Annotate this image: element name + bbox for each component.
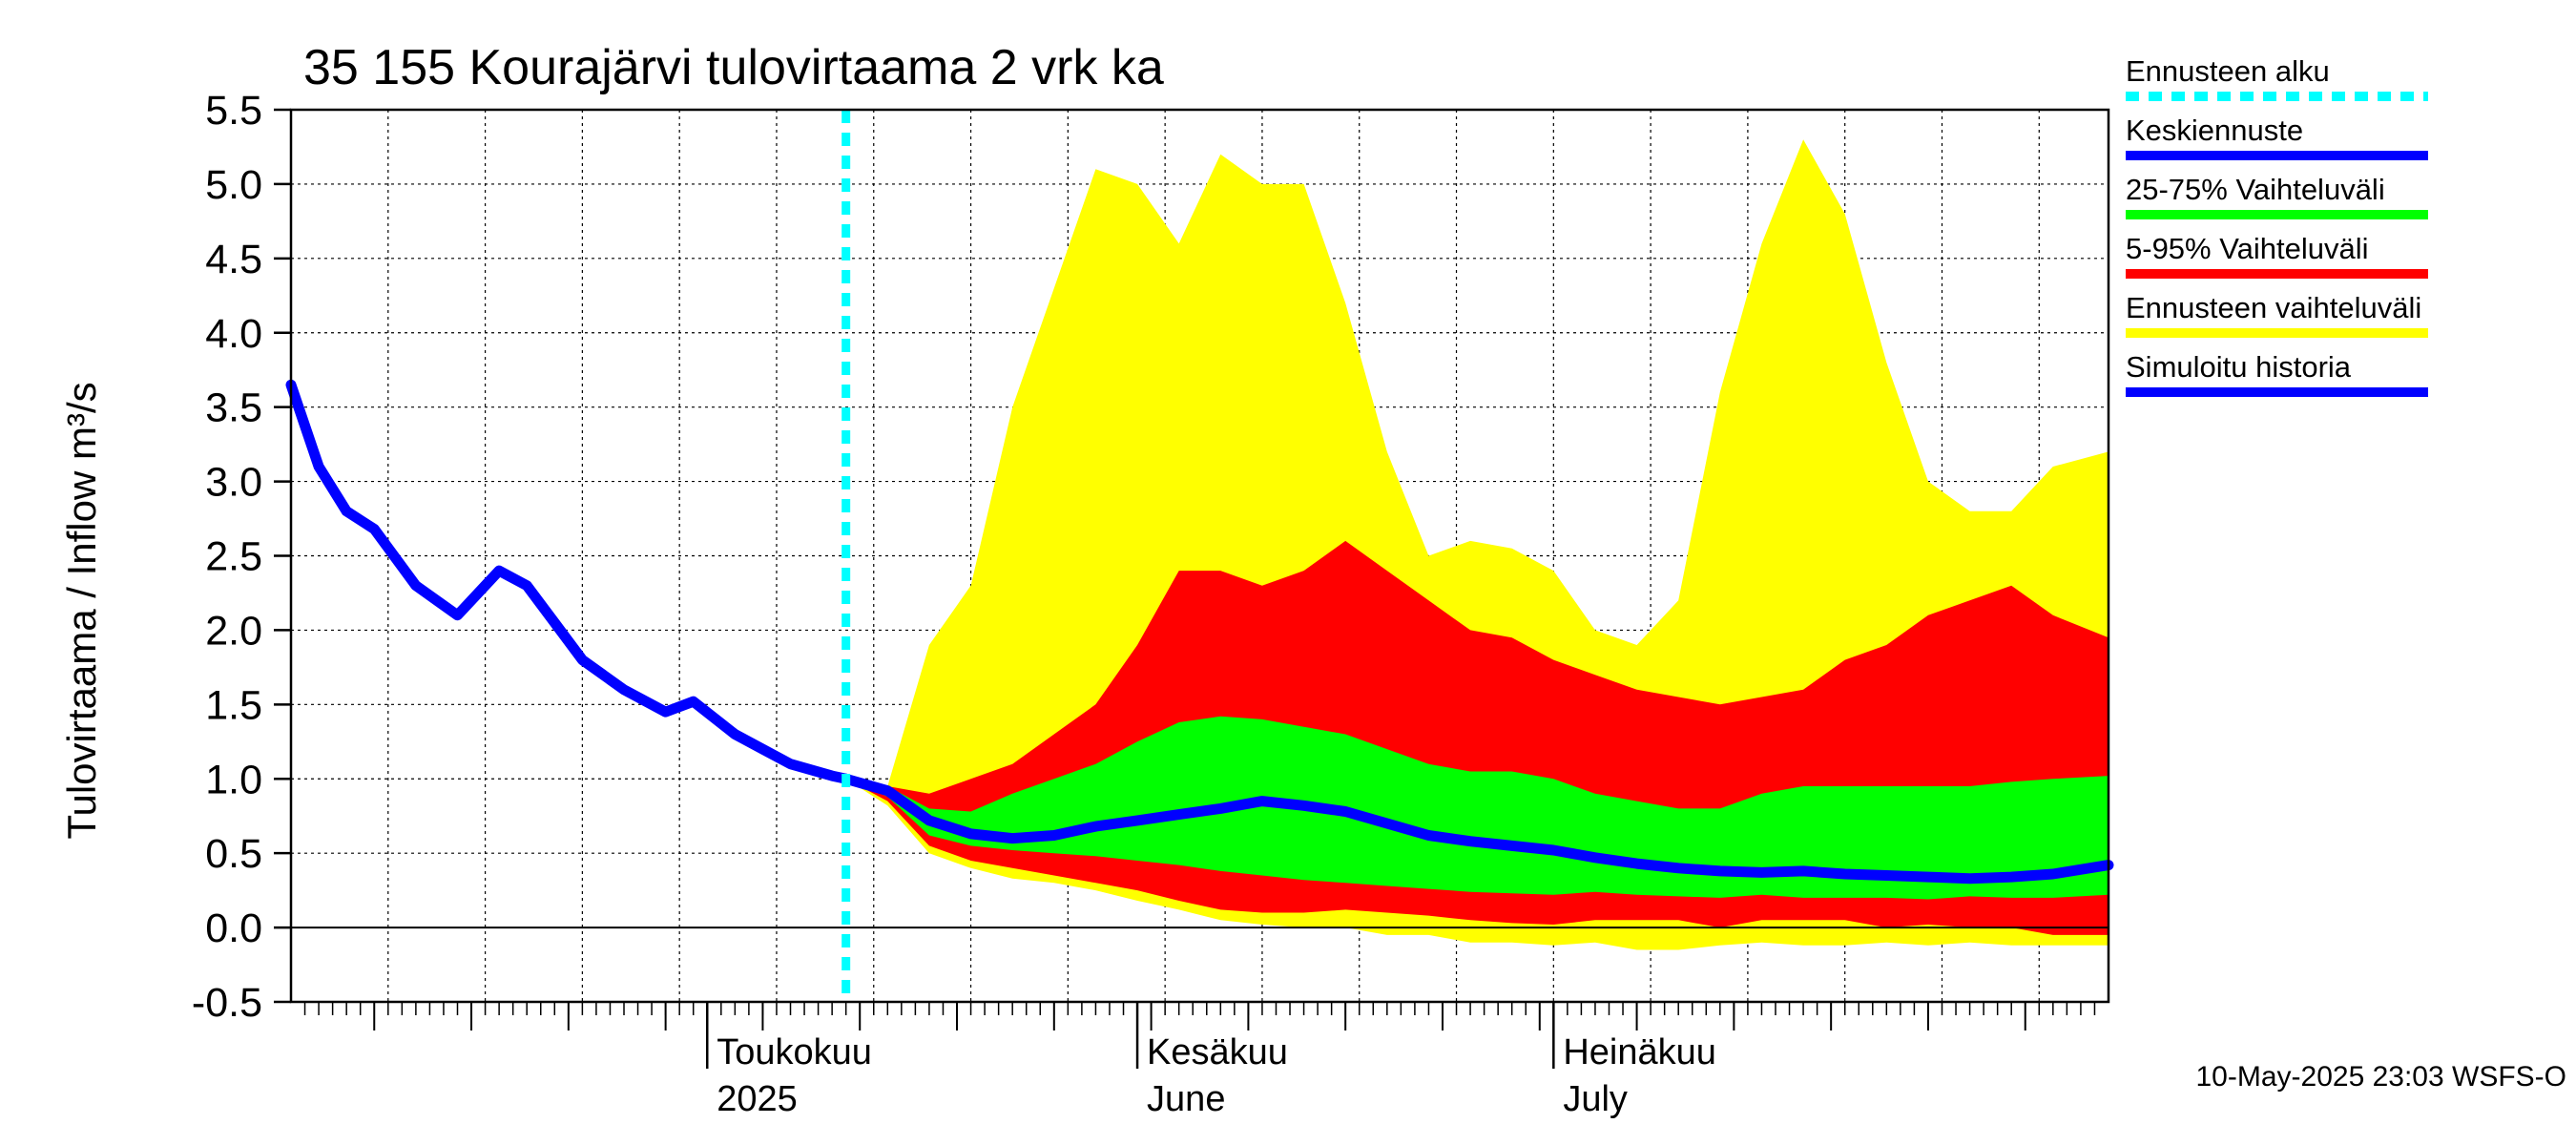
x-month-label: Kesäkuu — [1147, 1032, 1288, 1072]
y-tick-labels: 5.5 5.0 4.5 4.0 3.5 3.0 2.5 2.0 1.5 1.0 0.5 0.0 -0.5 — [192, 88, 262, 1026]
series-mean-forecast-line — [841, 773, 2114, 885]
x-month-label: Heinäkuu — [1563, 1032, 1716, 1072]
y-tick-label: 2.0 — [205, 608, 262, 654]
legend-label: Ennusteen vaihteluväli — [2126, 291, 2421, 324]
y-tick-label: 4.5 — [205, 237, 262, 282]
y-tick-label: 5.0 — [205, 162, 262, 208]
series-history-line — [285, 379, 852, 784]
legend-label: Simuloitu historia — [2126, 350, 2352, 384]
forecast-bands — [291, 139, 2109, 950]
x-month-sublabel: 2025 — [717, 1079, 798, 1119]
band-25-75 — [845, 716, 2109, 900]
y-tick-label: 1.0 — [205, 757, 262, 802]
legend-label: Ennusteen alku — [2126, 54, 2330, 88]
y-tick-label: 0.5 — [205, 831, 262, 877]
legend-label: Keskiennuste — [2126, 114, 2303, 147]
y-tick-label: 3.0 — [205, 460, 262, 506]
legend-label: 5-95% Vaihteluväli — [2126, 232, 2368, 265]
timestamp: 10-May-2025 23:03 WSFS-O — [2196, 1061, 2567, 1093]
y-tick-label: 1.5 — [205, 682, 262, 728]
x-month-label: Toukokuu — [717, 1032, 872, 1072]
y-tick-label: 4.0 — [205, 311, 262, 357]
legend-label: 25-75% Vaihteluväli — [2126, 173, 2385, 206]
series-lines — [285, 110, 2114, 1002]
y-tick-label: 0.0 — [205, 906, 262, 951]
plot-frame — [274, 108, 2110, 1069]
x-month-labels: Toukokuu 2025 Kesäkuu June Heinäkuu July — [717, 1032, 1716, 1119]
chart-title: 35 155 Kourajärvi tulovirtaama 2 vrk ka — [303, 40, 1164, 95]
y-axis-label: Tulovirtaama / Inflow m³/s — [59, 382, 104, 839]
y-tick-label: 3.5 — [205, 385, 262, 431]
y-tick-label: -0.5 — [192, 980, 262, 1026]
x-month-sublabel: June — [1147, 1079, 1225, 1119]
x-month-sublabel: July — [1563, 1079, 1628, 1119]
y-tick-label: 5.5 — [205, 88, 262, 134]
y-tick-label: 2.5 — [205, 534, 262, 580]
legend: Ennusteen alku Keskiennuste 25-75% Vaihtel… — [2126, 54, 2428, 397]
